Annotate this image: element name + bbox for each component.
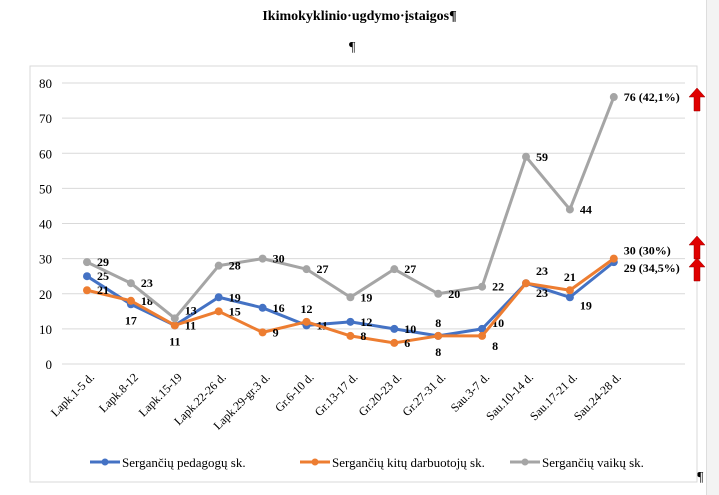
- data-label: 15: [229, 304, 241, 318]
- data-point: [346, 293, 355, 302]
- data-label: 11: [185, 318, 196, 332]
- x-tick-label: Sau.24-28 d.: [571, 370, 624, 423]
- x-tick-label: Sau.3-7 d.: [448, 370, 493, 415]
- y-tick-label: 10: [39, 322, 52, 337]
- data-label: 21: [564, 270, 576, 284]
- legend-label: Sergančių kitų darbuotojų sk.: [332, 455, 485, 470]
- data-label: 23: [536, 286, 548, 300]
- paragraph-mark: ¶: [697, 470, 704, 485]
- data-point: [565, 205, 574, 214]
- data-point: [346, 331, 355, 340]
- data-label: 23: [536, 264, 548, 278]
- y-tick-label: 70: [39, 111, 52, 126]
- up-arrow-icon: [688, 87, 706, 112]
- data-point: [83, 258, 91, 267]
- up-arrow-icon: [688, 257, 706, 282]
- data-label: 29 (34,5%): [624, 261, 680, 275]
- data-label: 27: [404, 262, 416, 276]
- data-point: [258, 303, 267, 312]
- data-point: [302, 265, 311, 274]
- data-point: [565, 293, 574, 302]
- legend-marker: [101, 458, 109, 466]
- data-point: [434, 331, 443, 340]
- paragraph-mark: ¶: [349, 40, 356, 55]
- legend-label: Sergančių pedagogų sk.: [122, 455, 246, 470]
- data-point: [170, 314, 179, 323]
- data-point: [609, 93, 618, 102]
- data-point: [390, 324, 399, 333]
- data-label: 12: [360, 315, 372, 329]
- data-point: [258, 328, 267, 337]
- data-label: 27: [317, 262, 329, 276]
- data-label: 30: [273, 252, 285, 266]
- data-label: 29: [97, 255, 109, 269]
- data-point: [83, 272, 91, 281]
- data-label: 6: [404, 336, 410, 350]
- data-label: 8: [492, 339, 498, 353]
- data-label: 21: [97, 283, 109, 297]
- y-tick-label: 30: [39, 252, 52, 267]
- x-tick-label: Gr.13-17 d.: [312, 370, 361, 419]
- legend-marker: [311, 458, 319, 466]
- y-tick-label: 60: [39, 146, 52, 161]
- up-arrow-icon: [688, 235, 706, 260]
- x-tick-label: Gr.27-31 d.: [400, 370, 449, 419]
- y-tick-label: 50: [39, 181, 52, 196]
- data-point: [565, 286, 574, 295]
- data-point: [522, 152, 530, 161]
- data-label: 13: [185, 303, 197, 317]
- data-label: 28: [229, 259, 241, 273]
- data-point: [390, 265, 399, 274]
- data-label: 8: [360, 329, 366, 343]
- x-tick-label: Gr.20-23 d.: [356, 370, 405, 419]
- x-tick-label: Gr.6-10 d.: [272, 370, 317, 415]
- data-label: 20: [448, 287, 460, 301]
- data-point: [478, 324, 487, 333]
- data-point: [522, 279, 530, 288]
- data-label: 9: [273, 325, 279, 339]
- data-label: 19: [229, 290, 241, 304]
- data-point: [83, 286, 91, 295]
- data-label: 23: [141, 276, 153, 290]
- data-label: 16: [273, 301, 285, 315]
- data-label: 59: [536, 150, 548, 164]
- data-label: 8: [435, 345, 441, 359]
- y-tick-label: 20: [39, 287, 52, 302]
- data-point: [434, 289, 443, 298]
- data-label: 76 (42,1%): [624, 90, 680, 104]
- data-point: [478, 331, 487, 340]
- data-label: 22: [492, 280, 504, 294]
- data-point: [302, 317, 311, 326]
- data-label: 17: [125, 313, 137, 327]
- x-tick-label: Lapk.1-5 d.: [48, 370, 97, 419]
- data-point: [390, 338, 399, 347]
- data-point: [126, 296, 135, 305]
- data-point: [609, 254, 618, 263]
- data-label: 19: [360, 290, 372, 304]
- data-point: [478, 282, 487, 291]
- data-label: 19: [580, 298, 592, 312]
- legend-label: Sergančių vaikų sk.: [542, 455, 644, 470]
- data-point: [214, 293, 223, 302]
- x-tick-label: Lapk.8-12: [96, 370, 141, 415]
- data-label: 30 (30%): [624, 244, 671, 258]
- data-point: [214, 307, 223, 316]
- y-tick-label: 40: [39, 217, 52, 232]
- data-point: [170, 321, 179, 330]
- y-tick-label: 80: [39, 76, 52, 91]
- data-point: [258, 254, 267, 263]
- document-heading: Ikimokyklinio·ugdymo·įstaigos¶: [262, 9, 457, 24]
- data-label: 8: [435, 316, 441, 330]
- data-label: 10: [404, 322, 416, 336]
- data-point: [126, 279, 135, 288]
- data-point: [346, 317, 355, 326]
- data-label: 44: [580, 202, 592, 216]
- data-label: 12: [301, 302, 313, 316]
- data-point: [214, 261, 223, 270]
- data-label: 11: [169, 334, 180, 348]
- page-margin: [706, 0, 719, 495]
- y-tick-label: 0: [46, 357, 53, 372]
- legend-marker: [521, 458, 529, 466]
